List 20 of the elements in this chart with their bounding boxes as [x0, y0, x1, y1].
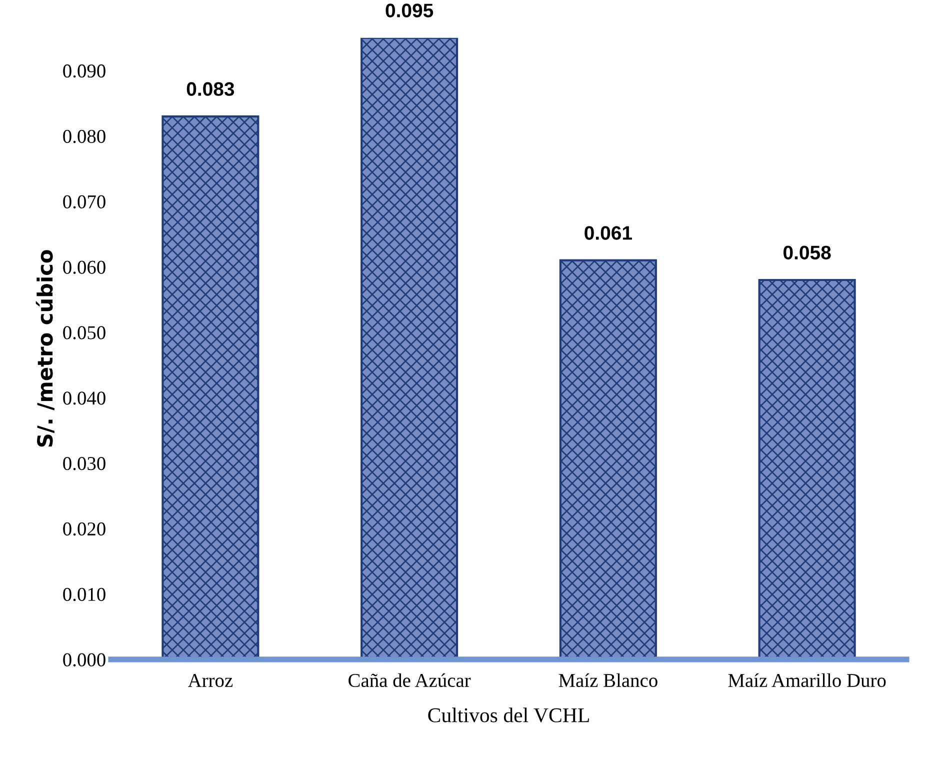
y-tick-label: 0.020 — [63, 522, 106, 536]
y-tick-label: 0.060 — [63, 260, 106, 274]
y-tick-label: 0.070 — [63, 195, 106, 208]
x-tick-label: Maíz Amarillo Duro — [728, 673, 886, 688]
x-tick-label: Maíz Blanco — [558, 673, 658, 688]
y-tick-label: 0.030 — [63, 456, 106, 470]
y-axis-title: S/. /metro cúbico — [36, 250, 54, 447]
y-tick-label: 0.050 — [63, 326, 106, 340]
data-label: 0.058 — [784, 246, 831, 260]
x-tick-label: Caña de Azúcar — [348, 673, 471, 688]
x-tick-label: Arroz — [188, 674, 233, 688]
y-tick-label: 0.080 — [63, 130, 106, 144]
data-label: 0.061 — [584, 226, 632, 240]
y-tick-label: 0.090 — [63, 64, 106, 78]
y-tick-label: 0.040 — [63, 392, 106, 405]
y-tick-label: 0.010 — [63, 588, 106, 602]
data-label: 0.095 — [386, 4, 434, 18]
data-label: 0.083 — [186, 82, 234, 96]
x-axis-title: Cultivos del VCHL — [428, 708, 589, 722]
y-tick-label: 0.000 — [63, 653, 106, 666]
